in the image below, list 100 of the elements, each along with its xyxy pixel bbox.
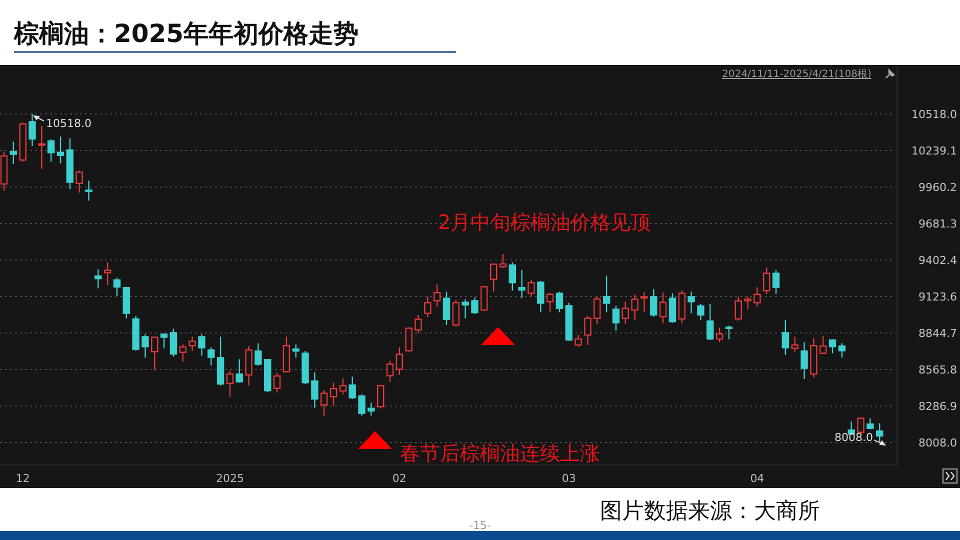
y-tick-label: 10239.1 [912,144,957,158]
candlestick [339,378,347,395]
candlestick [311,372,318,408]
y-tick-label: 8565.8 [918,363,957,376]
candlestick [876,422,884,444]
y-tick-label: 8286.9 [918,400,957,413]
candlestick [508,262,516,292]
candlestick [706,303,714,341]
candlestick [113,277,121,297]
candlestick [688,291,695,314]
candlestick [754,286,761,308]
candlestick [819,335,827,355]
candlestick [368,402,375,416]
candlestick [744,296,752,310]
candlestick [38,125,46,170]
candlestick [734,296,742,322]
candlestick [170,328,178,358]
candlestick [28,113,36,147]
y-tick-label: 8008.0 [918,436,957,450]
candlestick [471,296,478,315]
y-tick-label: 9123.6 [918,290,957,304]
candlestick [151,336,158,371]
candlestick [226,370,234,398]
y-tick-label: 8844.7 [918,326,957,340]
candlestick [622,301,629,325]
candlestick [76,170,83,194]
annotation: 2月中旬棕榈油价格见顶 [438,210,651,234]
y-tick-label: 9402.4 [918,254,957,267]
candlestick [866,418,874,430]
candlestick [716,327,724,343]
candlestick [612,305,620,332]
candlestick [782,319,790,356]
candlestick [414,314,422,334]
candlestick [791,336,798,352]
y-tick-label: 9960.2 [918,180,957,194]
candlestick [433,284,441,308]
candlestick [94,268,102,289]
candlestick [640,292,648,312]
annotation: 10518.0 [46,117,92,130]
text: 图片数据来源：大商所 [600,499,820,524]
candlestick [763,267,770,295]
candlestick [452,299,460,328]
candlestick [10,141,18,165]
candlestick [584,315,592,346]
x-tick-label: 02 [392,472,406,485]
x-tick-label: 2025 [216,472,244,485]
candlestick [462,298,469,319]
chart-title: 棕榈油：2025年年初价格走势 [13,19,359,48]
x-tick-label: 03 [562,472,576,485]
candlestick [424,296,432,318]
candlestick [490,262,498,292]
candlestick [236,358,243,384]
y-tick-label: 9681.3 [918,217,957,230]
text: -15- [469,519,491,532]
candlestick [828,338,836,354]
candlestick [602,275,610,313]
annotation: 2024/11/11-2025/4/21(108根) [722,68,872,80]
candlestick [659,292,667,324]
candlestick [254,342,262,366]
candlestick [499,253,507,269]
candlestick [179,344,186,362]
candlestick [528,279,535,298]
candlestick [518,269,526,299]
candlestick [442,291,450,326]
candlestick [697,303,704,321]
candlestick [650,288,658,318]
candlestick [725,325,733,340]
candlestick [348,376,356,400]
candlestick [104,262,112,286]
candlestick [546,292,554,312]
candlestick [320,389,328,416]
candlestick [142,334,149,358]
y-tick-label: 10518.0 [912,108,957,121]
x-tick-label: 12 [16,472,30,485]
candlestick [160,332,168,349]
candlestick [198,334,206,356]
candlestick [358,394,366,416]
candlestick [631,294,638,321]
candlestick [56,136,64,164]
candlestick [594,296,601,325]
candlestick [537,280,544,313]
candlestick [376,384,384,409]
candlestick [330,382,338,406]
annotation: 8008.0 [834,431,873,444]
candlestick [85,180,92,202]
candlestick [574,334,582,348]
candlestick [273,372,281,393]
candlestick [396,346,404,376]
candlestick [208,346,215,366]
candlestick [188,336,196,352]
candlestick [47,138,55,162]
candlestick [668,292,676,324]
candlestick [857,416,864,434]
x-tick-label: 04 [750,472,764,485]
annotation: 春节后棕榈油连续上涨 [400,441,600,465]
candlestick [772,269,780,295]
candlestick [386,360,394,382]
candlestick [838,342,846,358]
candlestick [292,344,300,358]
candlestick [556,291,564,313]
